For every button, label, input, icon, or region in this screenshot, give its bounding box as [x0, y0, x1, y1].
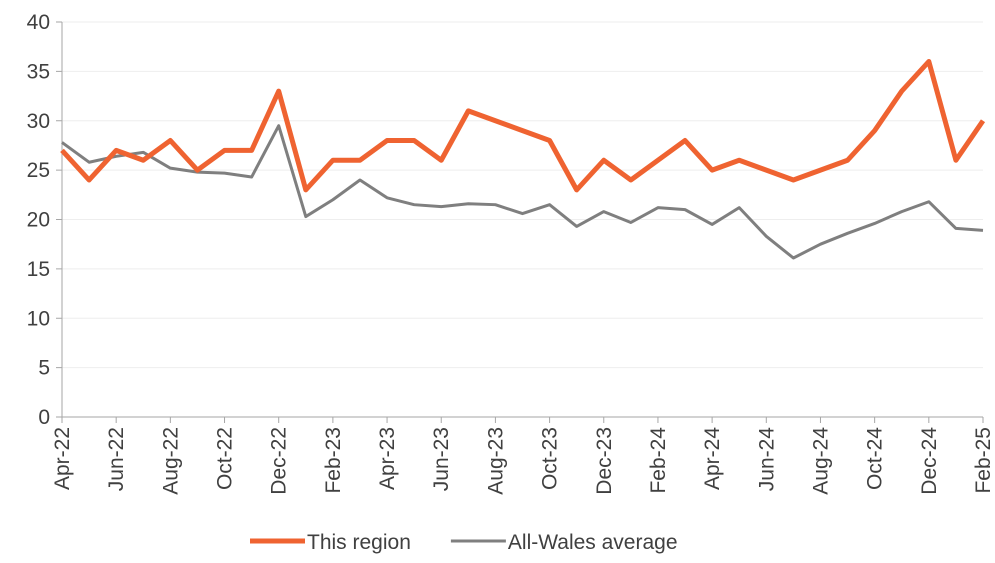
y-tick-label: 40 [27, 11, 50, 34]
series-line [60, 59, 986, 193]
x-tick-label: Feb-25 [972, 427, 995, 494]
x-tick-label: Apr-22 [51, 427, 74, 490]
x-tick-label: Jun-24 [755, 427, 778, 492]
y-tick-label: 30 [27, 110, 50, 133]
y-tick-label: 10 [27, 307, 50, 330]
y-tick-label: 15 [27, 258, 50, 281]
x-tick-label: Oct-23 [539, 427, 562, 490]
x-tick-label: Apr-23 [376, 427, 399, 490]
series-line [61, 124, 984, 260]
y-tick-label: 25 [27, 159, 50, 182]
x-tick-label: Feb-24 [647, 427, 670, 494]
y-tick-label: 5 [38, 357, 50, 380]
x-tick-label: Aug-24 [809, 427, 832, 495]
x-tick-label: Dec-24 [918, 427, 941, 495]
y-tick-label: 20 [27, 209, 50, 232]
x-tick-label: Dec-22 [268, 427, 291, 495]
y-tick-label: 0 [38, 406, 50, 429]
x-tick-label: Oct-24 [864, 427, 887, 490]
x-tick-label: Feb-23 [322, 427, 345, 494]
y-tick-label: 35 [27, 60, 50, 83]
x-tick-label: Apr-24 [701, 427, 724, 490]
x-tick-label: Jun-22 [105, 427, 128, 491]
x-tick-label: Dec-23 [593, 427, 616, 495]
x-tick-label: Jun-23 [430, 427, 453, 491]
legend-label: This region [307, 531, 411, 554]
legend-label: All-Wales average [508, 531, 678, 554]
x-tick-label: Oct-22 [214, 427, 237, 490]
x-tick-label: Aug-22 [159, 427, 182, 495]
x-tick-label: Aug-23 [484, 427, 507, 495]
